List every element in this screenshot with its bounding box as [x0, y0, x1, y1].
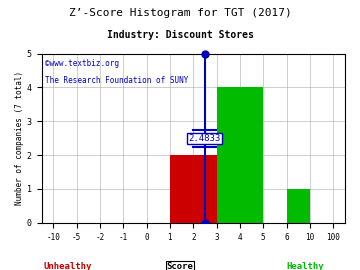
Text: Healthy: Healthy — [286, 262, 324, 270]
Text: Industry: Discount Stores: Industry: Discount Stores — [107, 30, 253, 40]
Text: Unhealthy: Unhealthy — [43, 262, 91, 270]
Y-axis label: Number of companies (7 total): Number of companies (7 total) — [15, 71, 24, 205]
Text: 2.4833: 2.4833 — [188, 134, 221, 143]
Bar — [287, 189, 310, 223]
Text: ©www.textbiz.org: ©www.textbiz.org — [45, 59, 118, 68]
Text: Z’-Score Histogram for TGT (2017): Z’-Score Histogram for TGT (2017) — [69, 8, 291, 18]
Bar — [217, 87, 263, 223]
Text: Score: Score — [167, 262, 193, 270]
Text: The Research Foundation of SUNY: The Research Foundation of SUNY — [45, 76, 188, 85]
Bar — [170, 155, 217, 223]
